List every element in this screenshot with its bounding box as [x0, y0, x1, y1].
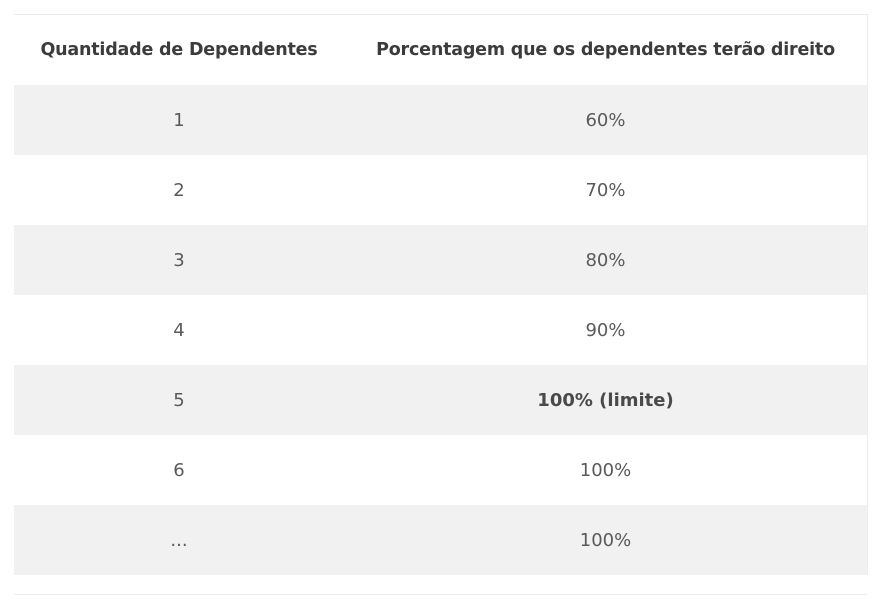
cell-percentage: 70%: [344, 155, 867, 225]
cell-percentage: 100%: [344, 435, 867, 505]
dependents-table-container: Quantidade de Dependentes Porcentagem qu…: [14, 14, 868, 575]
cell-dependents: 2: [14, 155, 344, 225]
table-header-row: Quantidade de Dependentes Porcentagem qu…: [14, 15, 867, 85]
cell-dependents: 1: [14, 85, 344, 155]
table-row: 3 80%: [14, 225, 867, 295]
table-bottom-divider: [14, 594, 867, 595]
cell-dependents: 4: [14, 295, 344, 365]
cell-dependents: 5: [14, 365, 344, 435]
cell-percentage: 60%: [344, 85, 867, 155]
table-row: 2 70%: [14, 155, 867, 225]
cell-percentage: 80%: [344, 225, 867, 295]
cell-percentage: 90%: [344, 295, 867, 365]
table-row: 5 100% (limite): [14, 365, 867, 435]
cell-dependents: ...: [14, 505, 344, 575]
dependents-table: Quantidade de Dependentes Porcentagem qu…: [14, 15, 867, 575]
table-row: 6 100%: [14, 435, 867, 505]
header-percentage: Porcentagem que os dependentes terão dir…: [344, 15, 867, 85]
cell-percentage: 100% (limite): [344, 365, 867, 435]
header-dependents-quantity: Quantidade de Dependentes: [14, 15, 344, 85]
table-row: 4 90%: [14, 295, 867, 365]
cell-dependents: 3: [14, 225, 344, 295]
cell-dependents: 6: [14, 435, 344, 505]
cell-percentage: 100%: [344, 505, 867, 575]
table-row: ... 100%: [14, 505, 867, 575]
table-row: 1 60%: [14, 85, 867, 155]
